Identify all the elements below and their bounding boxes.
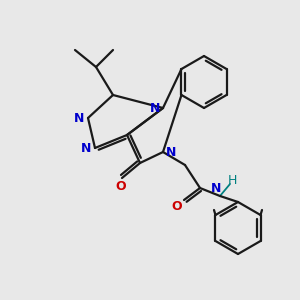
Text: N: N [81,142,91,155]
Text: H: H [227,173,237,187]
Text: N: N [74,112,84,124]
Text: O: O [116,181,126,194]
Text: N: N [211,182,221,194]
Text: N: N [150,101,160,115]
Text: O: O [172,200,182,214]
Text: N: N [166,146,176,160]
